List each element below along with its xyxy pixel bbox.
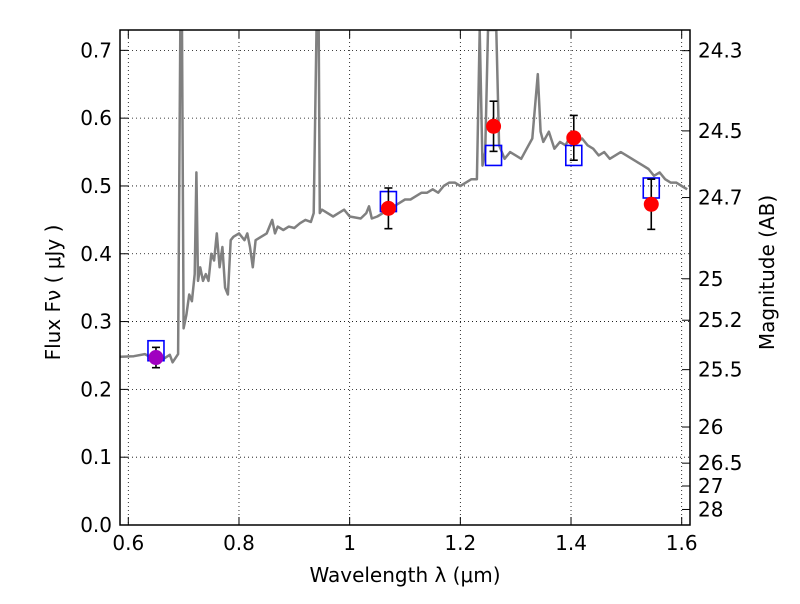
x-tick-label: 0.8 <box>223 531 255 555</box>
right-tick-label: 24.5 <box>698 119 743 143</box>
y-tick-label: 0.5 <box>80 174 112 198</box>
right-axis-label: Magnitude (AB) <box>755 195 779 350</box>
right-tick-label: 25 <box>698 267 723 291</box>
observed-flux-point <box>486 118 502 134</box>
right-tick-label: 26 <box>698 415 723 439</box>
y-tick-label: 0.2 <box>80 377 112 401</box>
x-tick-label: 0.6 <box>112 531 144 555</box>
y-tick-label: 0.7 <box>80 38 112 62</box>
x-tick-label: 1.6 <box>666 531 698 555</box>
right-tick-label: 26.5 <box>698 451 743 475</box>
x-tick-label: 1 <box>343 531 356 555</box>
y-axis-label: Flux Fν ( μJy ) <box>41 225 65 361</box>
right-tick-label: 25.2 <box>698 308 743 332</box>
spectrum-line <box>120 30 688 364</box>
y-tick-label: 0.0 <box>80 513 112 537</box>
y-tick-label: 0.6 <box>80 106 112 130</box>
y-tick-label: 0.4 <box>80 242 112 266</box>
right-tick-label: 27 <box>698 474 723 498</box>
x-tick-label: 1.2 <box>444 531 476 555</box>
right-tick-label: 28 <box>698 497 723 521</box>
plot-frame <box>119 29 691 526</box>
right-tick-label: 25.5 <box>698 358 743 382</box>
axis-ticks: 0.6 0.8 1 1.2 1.4 1.6 0.0 0.1 0.2 0.3 0.4 0.5 0.6 0.7… <box>80 30 743 555</box>
x-axis-label: Wavelength λ (μm) <box>309 563 500 587</box>
observed-flux-point <box>566 130 582 146</box>
plot-area <box>120 30 688 369</box>
observed-flux-point <box>643 196 659 212</box>
x-tick-label: 1.4 <box>555 531 587 555</box>
observed-flux-point <box>380 200 396 216</box>
right-tick-label: 24.3 <box>698 39 743 63</box>
y-tick-label: 0.1 <box>80 445 112 469</box>
y-tick-label: 0.3 <box>80 310 112 334</box>
right-tick-label: 24.7 <box>698 186 743 210</box>
observed-flux-point <box>148 350 164 366</box>
